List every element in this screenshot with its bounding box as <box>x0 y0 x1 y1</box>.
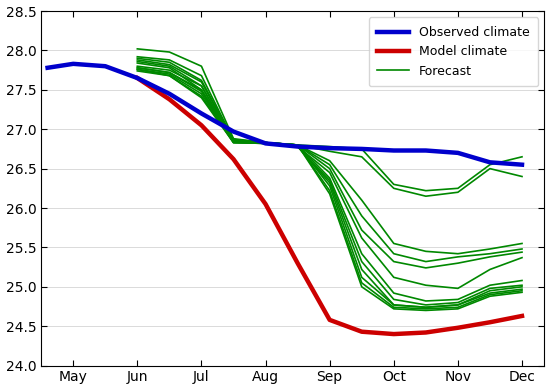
Observed climate <box>70 62 76 66</box>
Forecast <box>230 140 237 145</box>
Model climate <box>134 76 141 80</box>
Line: Forecast: Forecast <box>138 68 522 191</box>
Model climate <box>390 332 397 337</box>
Observed climate <box>262 141 269 146</box>
Observed climate <box>230 129 237 134</box>
Model climate <box>519 314 525 318</box>
Model climate <box>422 330 429 335</box>
Observed climate <box>326 146 333 151</box>
Legend: Observed climate, Model climate, Forecast: Observed climate, Model climate, Forecas… <box>368 17 538 86</box>
Forecast <box>390 182 397 187</box>
Observed climate <box>487 160 493 165</box>
Observed climate <box>102 64 108 69</box>
Model climate <box>455 325 461 330</box>
Observed climate <box>45 66 51 70</box>
Model climate <box>262 202 269 206</box>
Observed climate <box>422 148 429 153</box>
Forecast <box>455 186 461 191</box>
Forecast <box>262 141 269 146</box>
Observed climate <box>198 111 205 116</box>
Observed climate <box>390 148 397 153</box>
Observed climate <box>455 151 461 155</box>
Model climate <box>294 261 301 266</box>
Model climate <box>326 317 333 322</box>
Forecast <box>487 162 493 167</box>
Forecast <box>519 154 525 159</box>
Line: Observed climate: Observed climate <box>48 64 522 165</box>
Forecast <box>198 89 205 94</box>
Model climate <box>359 330 365 334</box>
Model climate <box>230 157 237 161</box>
Forecast <box>422 188 429 193</box>
Model climate <box>487 320 493 324</box>
Observed climate <box>166 91 173 96</box>
Line: Model climate: Model climate <box>138 78 522 334</box>
Forecast <box>134 66 141 70</box>
Forecast <box>294 143 301 147</box>
Model climate <box>166 97 173 102</box>
Model climate <box>198 123 205 128</box>
Observed climate <box>294 144 301 149</box>
Observed climate <box>519 162 525 167</box>
Observed climate <box>134 76 141 80</box>
Forecast <box>326 144 333 149</box>
Forecast <box>166 70 173 75</box>
Observed climate <box>359 147 365 151</box>
Forecast <box>359 147 365 151</box>
